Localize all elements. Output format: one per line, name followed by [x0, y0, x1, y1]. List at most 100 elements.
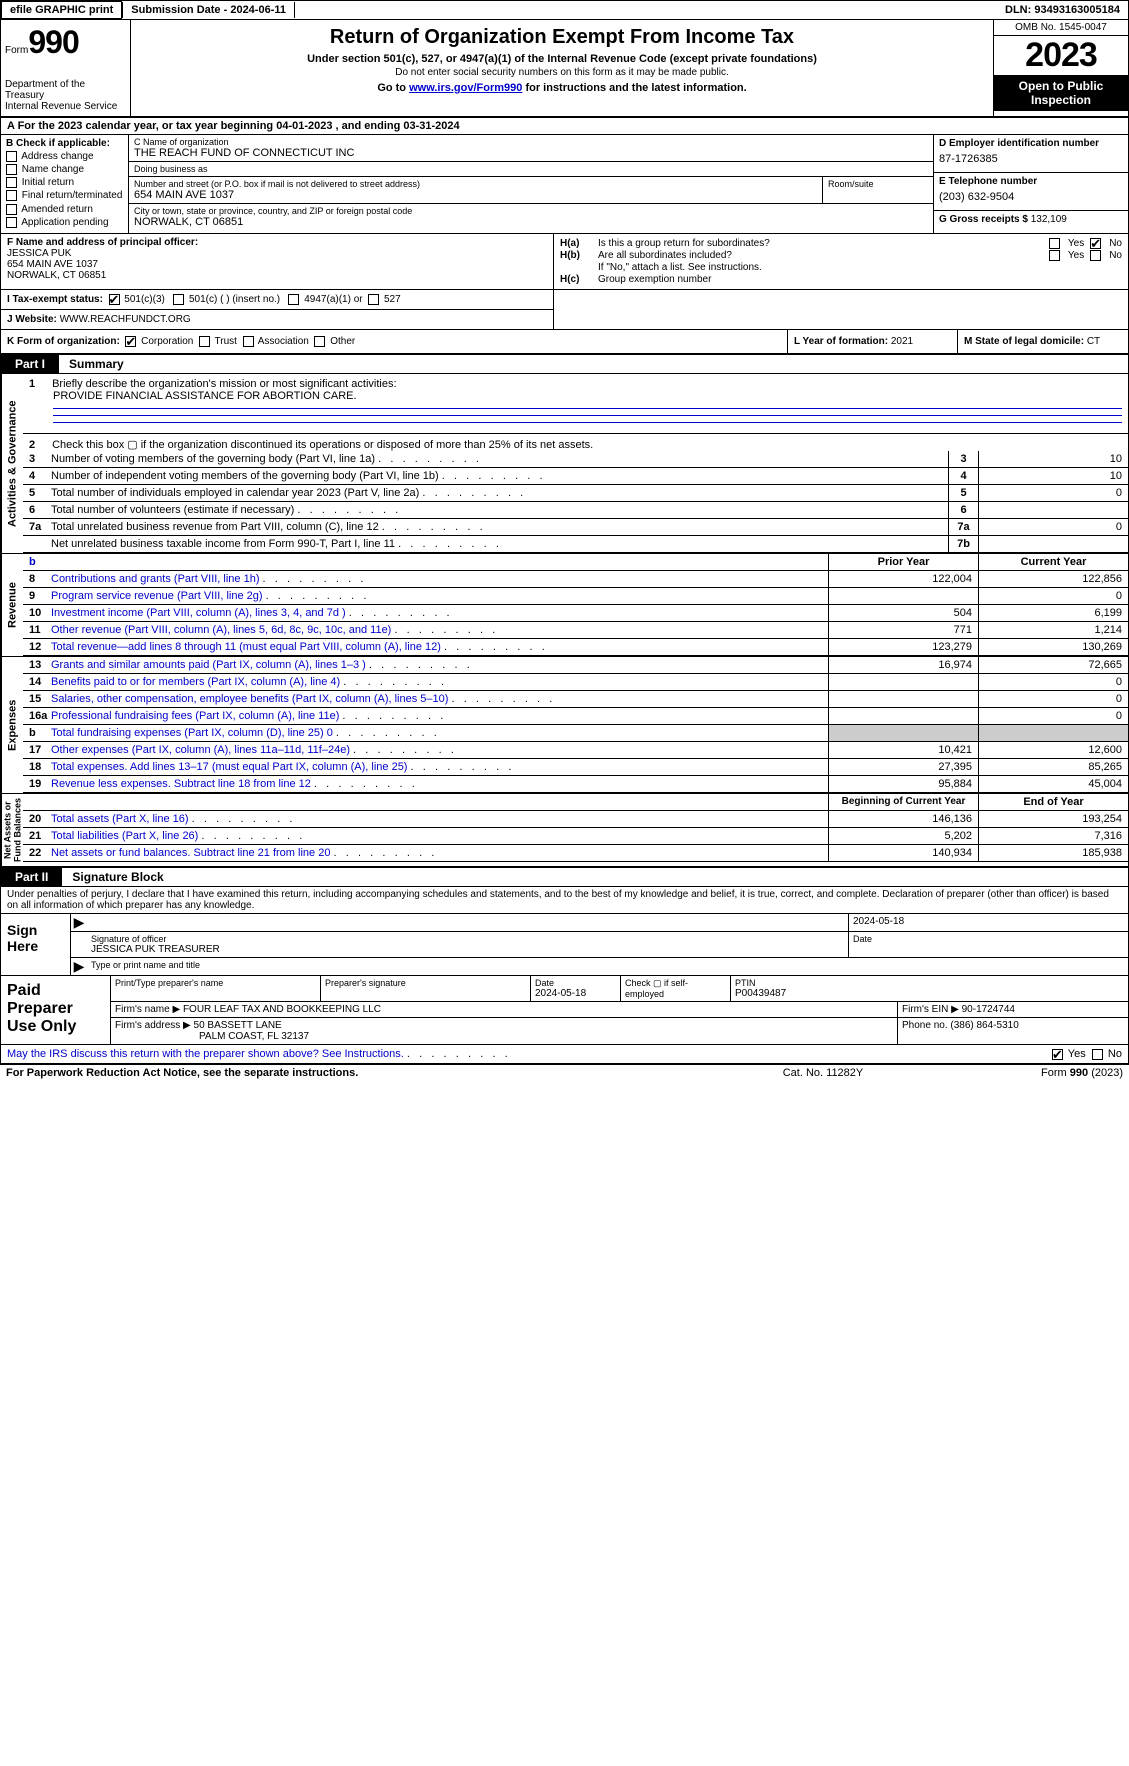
rev-col-hdr: b Prior Year Current Year [23, 554, 1128, 571]
cb-address-change[interactable] [6, 151, 17, 162]
ein-value: 87-1726385 [939, 149, 1123, 169]
firm-ein-label: Firm's EIN [902, 1004, 951, 1015]
website-url: WWW.REACHFUNDCT.ORG [60, 314, 191, 325]
header-mid: Return of Organization Exempt From Incom… [131, 20, 993, 116]
footer-mid: Cat. No. 11282Y [723, 1067, 923, 1079]
summary-line: 11Other revenue (Part VIII, column (A), … [23, 622, 1128, 639]
ptin-label: PTIN [735, 978, 1124, 988]
goto-prefix: Go to [377, 82, 409, 94]
cb-other[interactable] [314, 336, 325, 347]
sig-date-label: Date [853, 934, 1124, 944]
cb-501c[interactable] [173, 294, 184, 305]
hc-text: Group exemption number [598, 274, 1122, 285]
form-header: Form990 Department of the Treasury Inter… [0, 20, 1129, 118]
na-col-hdr: Beginning of Current Year End of Year [23, 794, 1128, 811]
l-value: 2021 [891, 336, 913, 347]
ha-yes[interactable] [1049, 238, 1060, 249]
cb-app-pending[interactable] [6, 217, 17, 228]
box-h: H(a) Is this a group return for subordin… [554, 234, 1128, 289]
form-number: 990 [28, 24, 78, 60]
mission-text: PROVIDE FINANCIAL ASSISTANCE FOR ABORTIO… [53, 390, 357, 402]
room-label: Room/suite [828, 179, 928, 189]
section-ij-right [554, 290, 1128, 329]
ein-label: D Employer identification number [939, 138, 1123, 149]
summary-line: 12Total revenue—add lines 8 through 11 (… [23, 639, 1128, 656]
prep-date: 2024-05-18 [535, 988, 616, 999]
summary-line: 22Net assets or fund balances. Subtract … [23, 845, 1128, 862]
part2-header: Part II Signature Block [0, 868, 1129, 887]
discuss-text: May the IRS discuss this return with the… [7, 1048, 404, 1060]
dln-label: DLN: [1005, 4, 1034, 16]
part1-tag: Part I [1, 355, 59, 373]
prep-self-label: Check ▢ if self-employed [621, 976, 731, 1001]
firm-addr2: PALM COAST, FL 32137 [199, 1031, 893, 1042]
box-c: C Name of organization THE REACH FUND OF… [129, 135, 933, 233]
cb-initial-return[interactable] [6, 177, 17, 188]
summary-line: 4Number of independent voting members of… [23, 468, 1128, 485]
discuss-no[interactable] [1092, 1049, 1103, 1060]
tax-year: 2023 [994, 36, 1128, 75]
summary-line: Net unrelated business taxable income fr… [23, 536, 1128, 553]
summary-line: 18Total expenses. Add lines 13–17 (must … [23, 759, 1128, 776]
cb-trust[interactable] [199, 336, 210, 347]
hb-no[interactable] [1090, 250, 1101, 261]
section-ij: I Tax-exempt status: 501(c)(3) 501(c) ( … [0, 290, 1129, 330]
discuss-yes[interactable] [1052, 1049, 1063, 1060]
submission-label: Submission Date - [131, 4, 230, 16]
prep-date-label: Date [535, 978, 616, 988]
j-label: J Website: [7, 314, 60, 325]
dln-value: 93493163005184 [1034, 4, 1120, 16]
firm-phone-label: Phone no. [902, 1020, 950, 1031]
firm-phone: (386) 864-5310 [950, 1020, 1018, 1031]
type-name-label: Type or print name and title [87, 958, 1128, 975]
sign-arrow-icon: ▶ [71, 914, 87, 931]
summary-line: 19Revenue less expenses. Subtract line 1… [23, 776, 1128, 793]
line2-block: 2 Check this box ▢ if the organization d… [23, 434, 1128, 451]
cb-amended[interactable] [6, 204, 17, 215]
box-m: M State of legal domicile: CT [958, 330, 1128, 353]
form-label: Form [5, 45, 28, 56]
form-goto: Go to www.irs.gov/Form990 for instructio… [139, 82, 985, 94]
header-right: OMB No. 1545-0047 2023 Open to Public In… [993, 20, 1128, 116]
firm-name: FOUR LEAF TAX AND BOOKKEEPING LLC [183, 1004, 381, 1015]
page-footer: For Paperwork Reduction Act Notice, see … [0, 1065, 1129, 1081]
vtab-gov: Activities & Governance [1, 374, 23, 553]
hb-yes[interactable] [1049, 250, 1060, 261]
summary-line: 5Total number of individuals employed in… [23, 485, 1128, 502]
summary-line: 10Investment income (Part VIII, column (… [23, 605, 1128, 622]
cb-final-return[interactable] [6, 190, 17, 201]
period-row: A For the 2023 calendar year, or tax yea… [0, 118, 1129, 135]
part1-title: Summary [59, 355, 134, 373]
ha-label: H(a) [560, 238, 598, 249]
officer-addr1: 654 MAIN AVE 1037 [7, 259, 547, 270]
firm-addr-label: Firm's address [115, 1020, 183, 1031]
sign-here-label: Sign Here [1, 914, 71, 975]
mission-rule [53, 422, 1122, 423]
sig-officer-name: JESSICA PUK TREASURER [91, 944, 844, 955]
cb-4947[interactable] [288, 294, 299, 305]
discuss-row: May the IRS discuss this return with the… [0, 1045, 1129, 1065]
cb-corp[interactable] [125, 336, 136, 347]
summary-line: 15Salaries, other compensation, employee… [23, 691, 1128, 708]
street-label: Number and street (or P.O. box if mail i… [134, 179, 817, 189]
ha-no[interactable] [1090, 238, 1101, 249]
submission-cell: Submission Date - 2024-06-11 [122, 2, 295, 18]
goto-link[interactable]: www.irs.gov/Form990 [409, 82, 522, 94]
vtab-na: Net Assets or Fund Balances [1, 794, 23, 866]
firm-addr1: 50 BASSETT LANE [194, 1020, 282, 1031]
box-j: J Website: WWW.REACHFUNDCT.ORG [1, 310, 553, 329]
officer-addr2: NORWALK, CT 06851 [7, 270, 547, 281]
cb-527[interactable] [368, 294, 379, 305]
sign-here-block: Sign Here ▶ 2024-05-18 Signature of offi… [0, 914, 1129, 976]
firm-name-label: Firm's name [115, 1004, 172, 1015]
hb-label: H(b) [560, 250, 598, 261]
sign-arrow-icon: ▶ [71, 958, 87, 975]
cb-name-change[interactable] [6, 164, 17, 175]
cb-501c3[interactable] [109, 294, 120, 305]
cb-assoc[interactable] [243, 336, 254, 347]
summary-line: 16aProfessional fundraising fees (Part I… [23, 708, 1128, 725]
footer-left: For Paperwork Reduction Act Notice, see … [6, 1067, 723, 1079]
period-a: A For the 2023 calendar year, or tax yea… [7, 120, 276, 132]
mission-block: 1 Briefly describe the organization's mi… [23, 374, 1128, 434]
efile-button[interactable]: efile GRAPHIC print [1, 1, 122, 19]
